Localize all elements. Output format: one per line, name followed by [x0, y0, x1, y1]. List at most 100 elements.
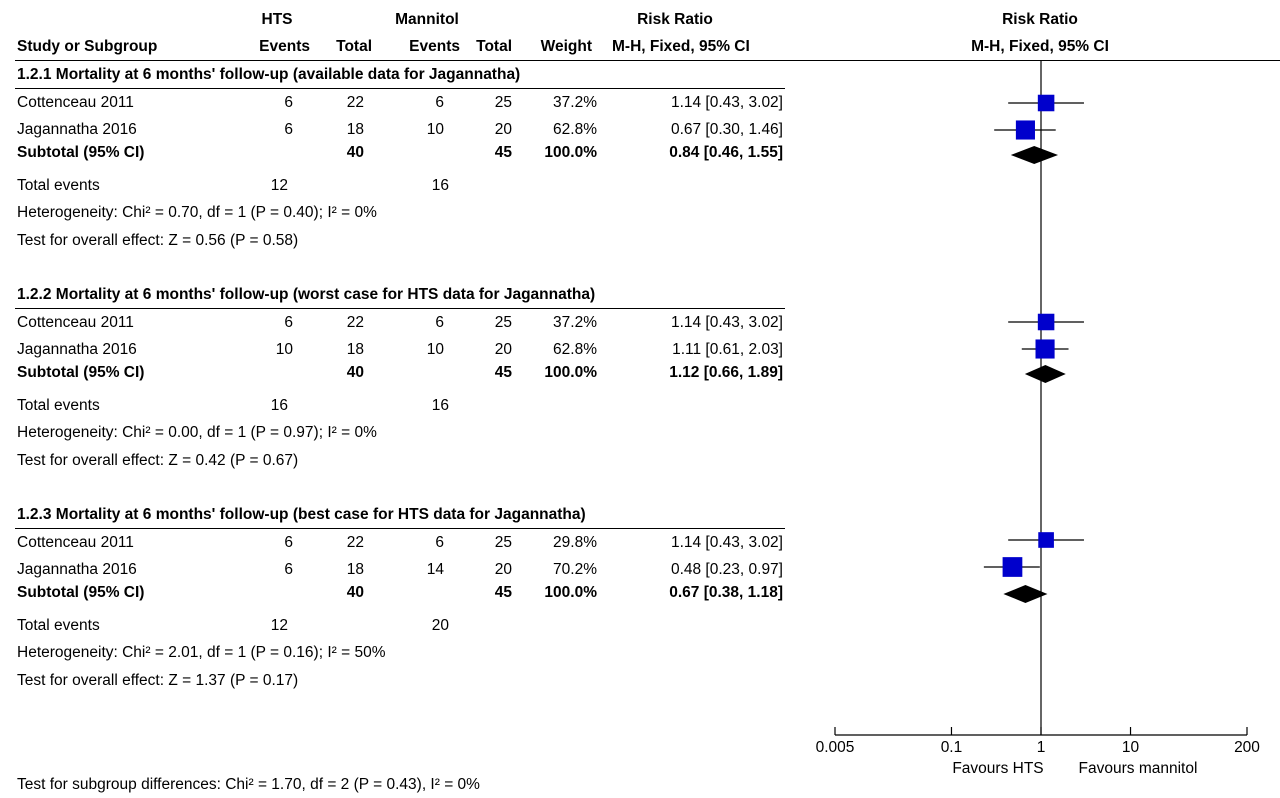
overall-effect-text: Test for overall effect: Z = 0.56 (P = 0…: [17, 232, 299, 249]
events-mannitol: 6: [435, 314, 444, 331]
summary-diamond: [1024, 365, 1066, 383]
subgroup-rule: [15, 528, 785, 529]
study-name: Cottenceau 2011: [17, 94, 134, 111]
study-marker: [1035, 339, 1055, 359]
total-hts: 18: [346, 561, 364, 578]
risk-ratio-ci: 1.11 [0.61, 2.03]: [672, 341, 783, 358]
subgroup-rule: [15, 88, 785, 89]
column-ci-plot: M-H, Fixed, 95% CI: [971, 38, 1109, 55]
x-tick-label: 10: [1122, 739, 1140, 756]
total-hts: 18: [346, 121, 364, 138]
subgroup-differences-text: Test for subgroup differences: Chi² = 1.…: [17, 776, 480, 793]
summary-diamond: [1010, 146, 1059, 164]
events-hts: 6: [284, 314, 293, 331]
x-tick-label: 1: [1037, 739, 1046, 756]
risk-ratio-plot-header: Risk Ratio: [1002, 11, 1078, 28]
x-tick-label: 200: [1234, 739, 1260, 756]
column-events-hts: Events: [259, 38, 310, 55]
events-hts: 10: [275, 341, 293, 358]
subtotal-total-hts: 40: [346, 584, 364, 601]
subtotal-total-mannitol: 45: [494, 364, 512, 381]
total-events-hts: 12: [270, 617, 288, 634]
total-hts: 18: [346, 341, 364, 358]
subtotal-ci: 0.84 [0.46, 1.55]: [669, 144, 783, 161]
total-events-hts: 16: [270, 397, 288, 414]
risk-ratio-ci: 1.14 [0.43, 3.02]: [670, 94, 783, 111]
subtotal-label: Subtotal (95% CI): [17, 364, 145, 381]
x-tick-label: 0.1: [941, 739, 963, 756]
total-events-mannitol: 16: [431, 397, 449, 414]
total-events-label: Total events: [17, 397, 100, 414]
subgroup-rule: [15, 308, 785, 309]
column-study-or-subgroup: Study or Subgroup: [17, 38, 158, 55]
subtotal-ci: 1.12 [0.66, 1.89]: [669, 364, 783, 381]
column-total-mannitol: Total: [476, 38, 512, 55]
overall-effect-text: Test for overall effect: Z = 0.42 (P = 0…: [17, 452, 299, 469]
column-ci-table: M-H, Fixed, 95% CI: [612, 38, 750, 55]
events-mannitol: 14: [426, 561, 444, 578]
heterogeneity-text: Heterogeneity: Chi² = 2.01, df = 1 (P = …: [17, 644, 386, 661]
favours-left-label: Favours HTS: [952, 760, 1043, 777]
weight: 29.8%: [553, 534, 597, 551]
heterogeneity-text: Heterogeneity: Chi² = 0.00, df = 1 (P = …: [17, 424, 377, 441]
risk-ratio-table-header: Risk Ratio: [637, 11, 713, 28]
subtotal-total-hts: 40: [346, 364, 364, 381]
group2-header: Mannitol: [395, 11, 459, 28]
subgroup-title: 1.2.2 Mortality at 6 months' follow-up (…: [17, 286, 596, 303]
total-hts: 22: [346, 94, 364, 111]
column-events-mannitol: Events: [409, 38, 460, 55]
subtotal-total-mannitol: 45: [494, 144, 512, 161]
events-hts: 6: [284, 534, 293, 551]
total-mannitol: 25: [494, 94, 512, 111]
total-events-mannitol: 16: [431, 177, 449, 194]
weight: 37.2%: [553, 314, 597, 331]
risk-ratio-ci: 1.14 [0.43, 3.02]: [670, 314, 783, 331]
subtotal-total-hts: 40: [346, 144, 364, 161]
events-mannitol: 6: [435, 534, 444, 551]
risk-ratio-ci: 1.14 [0.43, 3.02]: [670, 534, 783, 551]
total-mannitol: 20: [494, 561, 512, 578]
study-marker: [1015, 120, 1035, 140]
total-mannitol: 20: [494, 341, 512, 358]
subtotal-total-mannitol: 45: [494, 584, 512, 601]
header-rule: [15, 60, 1280, 61]
events-mannitol: 10: [426, 341, 444, 358]
heterogeneity-text: Heterogeneity: Chi² = 0.70, df = 1 (P = …: [17, 204, 377, 221]
group1-header: HTS: [261, 11, 293, 28]
subgroup-title: 1.2.1 Mortality at 6 months' follow-up (…: [17, 66, 521, 83]
total-hts: 22: [346, 534, 364, 551]
subtotal-label: Subtotal (95% CI): [17, 144, 145, 161]
total-mannitol: 25: [494, 534, 512, 551]
total-hts: 22: [346, 314, 364, 331]
total-events-mannitol: 20: [431, 617, 449, 634]
total-events-hts: 12: [270, 177, 288, 194]
subtotal-weight: 100.0%: [544, 584, 597, 601]
study-marker: [1002, 557, 1023, 577]
events-hts: 6: [284, 561, 293, 578]
study-marker: [1038, 532, 1054, 548]
study-name: Cottenceau 2011: [17, 534, 134, 551]
weight: 62.8%: [553, 121, 597, 138]
total-events-label: Total events: [17, 177, 100, 194]
study-name: Jagannatha 2016: [17, 561, 137, 578]
column-weight: Weight: [540, 38, 592, 55]
weight: 70.2%: [553, 561, 597, 578]
total-mannitol: 25: [494, 314, 512, 331]
subtotal-weight: 100.0%: [544, 144, 597, 161]
weight: 62.8%: [553, 341, 597, 358]
study-name: Jagannatha 2016: [17, 341, 137, 358]
total-mannitol: 20: [494, 121, 512, 138]
study-name: Cottenceau 2011: [17, 314, 134, 331]
subtotal-label: Subtotal (95% CI): [17, 584, 145, 601]
study-name: Jagannatha 2016: [17, 121, 137, 138]
study-marker: [1037, 94, 1055, 112]
events-hts: 6: [284, 94, 293, 111]
column-total-hts: Total: [336, 38, 372, 55]
subtotal-weight: 100.0%: [544, 364, 597, 381]
subgroup-title: 1.2.3 Mortality at 6 months' follow-up (…: [17, 506, 586, 523]
x-tick-label: 0.005: [816, 739, 855, 756]
favours-right-label: Favours mannitol: [1079, 760, 1198, 777]
total-events-label: Total events: [17, 617, 100, 634]
events-mannitol: 10: [426, 121, 444, 138]
